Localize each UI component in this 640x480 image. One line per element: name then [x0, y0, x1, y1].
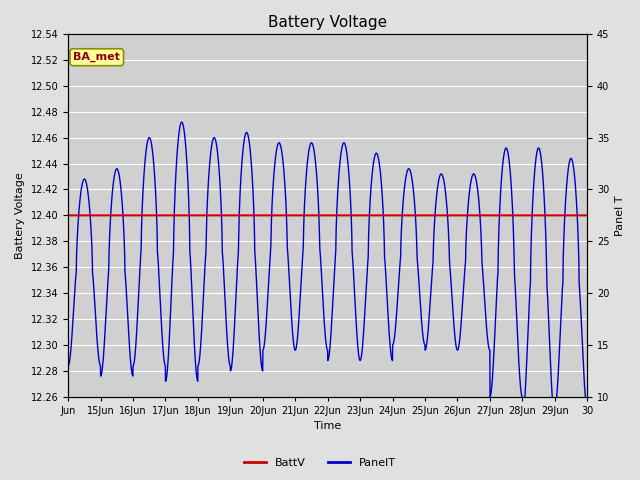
Title: Battery Voltage: Battery Voltage — [268, 15, 387, 30]
X-axis label: Time: Time — [314, 421, 341, 432]
Text: BA_met: BA_met — [74, 52, 120, 62]
Y-axis label: Battery Voltage: Battery Voltage — [15, 172, 25, 259]
Y-axis label: Panel T: Panel T — [615, 195, 625, 236]
Legend: BattV, PanelT: BattV, PanelT — [239, 453, 401, 472]
